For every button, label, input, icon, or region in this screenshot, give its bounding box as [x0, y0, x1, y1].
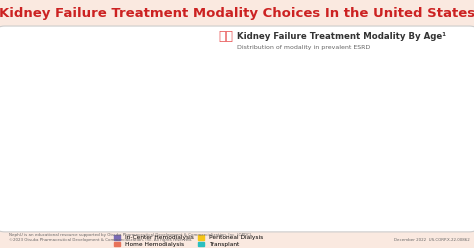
Bar: [419, 169, 421, 186]
Bar: [209, 61, 247, 78]
Text: ™: ™: [71, 72, 80, 82]
Text: Improving Awareness & Patient Outcomes: Improving Awareness & Patient Outcomes: [20, 82, 137, 87]
Bar: [421, 169, 428, 186]
Bar: [428, 169, 465, 186]
Bar: [209, 169, 419, 186]
Bar: [326, 88, 465, 105]
Text: NephU is an educational resource supported by Otsuka Pharmaceutical Development : NephU is an educational resource support…: [9, 233, 253, 242]
Text: 🫀🫀: 🫀🫀: [218, 30, 233, 43]
Text: Download
The Infographic: Download The Infographic: [91, 137, 152, 162]
Text: ⬇: ⬇: [45, 143, 59, 161]
Bar: [365, 115, 465, 132]
Text: Kidney Failure Treatment Modality By Age¹: Kidney Failure Treatment Modality By Age…: [237, 32, 446, 41]
Bar: [209, 142, 377, 159]
Bar: [209, 88, 291, 105]
Bar: [398, 142, 465, 159]
Bar: [344, 115, 365, 132]
Bar: [377, 142, 383, 159]
X-axis label: Percent: Percent: [323, 38, 350, 44]
Bar: [301, 88, 326, 105]
Bar: [247, 61, 252, 78]
Bar: [209, 115, 337, 132]
Text: Distribution of modality in prevalent ESRD: Distribution of modality in prevalent ES…: [237, 45, 370, 50]
Text: NephU: NephU: [71, 45, 138, 63]
Text: ☘: ☘: [19, 45, 46, 74]
Text: Age: Age: [152, 124, 158, 137]
Text: Kidney Failure Treatment Modality Choices In the United States: Kidney Failure Treatment Modality Choice…: [0, 7, 474, 20]
Bar: [273, 61, 465, 78]
Bar: [383, 142, 398, 159]
Text: December 2022  US.CORP.X.22.00862: December 2022 US.CORP.X.22.00862: [393, 238, 469, 242]
Bar: [291, 88, 301, 105]
Bar: [337, 115, 344, 132]
Bar: [252, 61, 273, 78]
Legend: In-Center Hemodialysis, Home Hemodialysis, Peritoneal Dialysis, Transplant: In-Center Hemodialysis, Home Hemodialysi…: [114, 235, 263, 247]
Text: ☁: ☁: [32, 104, 71, 142]
